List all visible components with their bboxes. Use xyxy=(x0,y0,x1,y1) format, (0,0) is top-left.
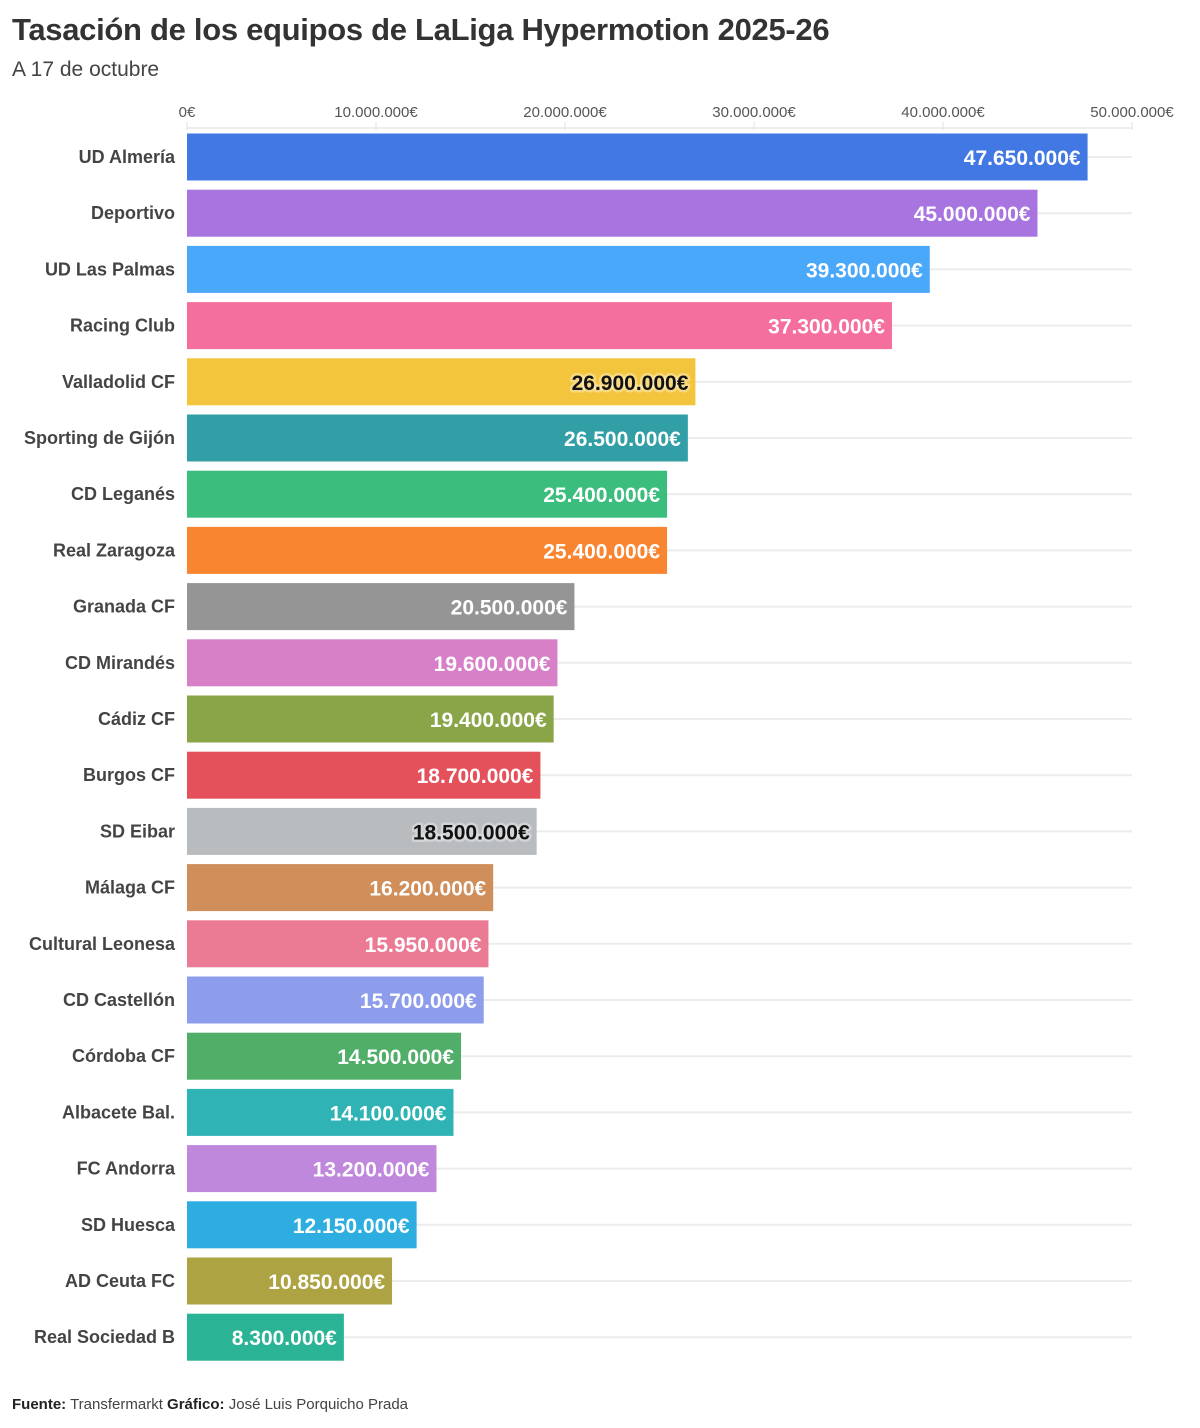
bar xyxy=(187,976,484,1024)
bar xyxy=(187,245,930,293)
chart-subtitle: A 17 de octubre xyxy=(12,58,160,81)
bar-value-label: 26.900.000€ xyxy=(572,372,689,395)
bar-value-label: 19.400.000€ xyxy=(430,709,547,732)
bar xyxy=(187,526,668,574)
bar-value-label: 19.600.000€ xyxy=(434,653,551,676)
x-tick-label: 20.000.000€ xyxy=(523,104,607,121)
team-label: SD Huesca xyxy=(81,1215,176,1235)
team-label: Burgos CF xyxy=(83,765,175,785)
credit-label: Gráfico: xyxy=(167,1396,225,1413)
bar xyxy=(187,358,696,406)
bar-value-label: 18.500.000€ xyxy=(413,821,530,844)
team-label: Málaga CF xyxy=(85,878,175,898)
bar xyxy=(187,133,1088,181)
source-label: Fuente: xyxy=(12,1396,67,1413)
bar xyxy=(187,864,494,912)
bar xyxy=(187,1201,417,1249)
team-label: CD Leganés xyxy=(71,484,175,504)
x-tick-label: 40.000.000€ xyxy=(901,104,985,121)
team-label: UD Almería xyxy=(79,147,176,167)
team-label: Sporting de Gijón xyxy=(24,428,175,448)
bar-value-label: 25.400.000€ xyxy=(543,540,660,563)
bar-value-label: 39.300.000€ xyxy=(806,259,923,282)
bar-value-label: 15.950.000€ xyxy=(365,934,482,957)
bar xyxy=(187,639,558,687)
team-label: Valladolid CF xyxy=(62,372,175,392)
bar-value-label: 13.200.000€ xyxy=(313,1159,430,1182)
team-label: Cultural Leonesa xyxy=(29,934,176,954)
team-label: AD Ceuta FC xyxy=(65,1271,175,1291)
bar xyxy=(187,583,575,631)
bar-value-label: 37.300.000€ xyxy=(768,316,885,339)
bar xyxy=(187,302,892,350)
team-label: CD Mirandés xyxy=(65,653,175,673)
x-tick-label: 30.000.000€ xyxy=(712,104,796,121)
team-label: Deportivo xyxy=(91,203,175,223)
bar xyxy=(187,1145,437,1193)
team-label: Córdoba CF xyxy=(72,1046,175,1066)
x-tick-label: 10.000.000€ xyxy=(334,104,418,121)
bar-value-label: 25.400.000€ xyxy=(543,484,660,507)
team-label: FC Andorra xyxy=(77,1159,176,1179)
team-label: Granada CF xyxy=(73,597,175,617)
bar-value-label: 16.200.000€ xyxy=(369,878,486,901)
bar-value-label: 12.150.000€ xyxy=(293,1215,410,1238)
team-label: Real Sociedad B xyxy=(34,1327,175,1347)
team-label: Real Zaragoza xyxy=(53,540,176,560)
bar xyxy=(187,1257,393,1305)
bar-value-label: 20.500.000€ xyxy=(451,597,568,620)
team-label: Albacete Bal. xyxy=(62,1102,175,1122)
chart-title: Tasación de los equipos de LaLiga Hyperm… xyxy=(12,12,830,47)
team-label: UD Las Palmas xyxy=(45,259,175,279)
bar xyxy=(187,920,489,968)
team-label: CD Castellón xyxy=(63,990,175,1010)
bar xyxy=(187,414,688,462)
bar-value-label: 10.850.000€ xyxy=(268,1271,385,1294)
bar-value-label: 45.000.000€ xyxy=(914,203,1031,226)
team-label: Racing Club xyxy=(70,316,175,336)
x-tick-label: 0€ xyxy=(179,104,196,121)
source: Transfermarkt xyxy=(70,1396,163,1413)
bar-value-label: 14.100.000€ xyxy=(330,1102,447,1125)
bar xyxy=(187,1032,462,1080)
bar xyxy=(187,1088,454,1136)
x-tick-label: 50.000.000€ xyxy=(1090,104,1174,121)
bar xyxy=(187,189,1038,237)
bar-value-label: 8.300.000€ xyxy=(232,1327,337,1350)
bar-value-label: 26.500.000€ xyxy=(564,428,681,451)
bar-value-label: 47.650.000€ xyxy=(964,147,1081,170)
bar-value-label: 14.500.000€ xyxy=(337,1046,454,1069)
team-label: Cádiz CF xyxy=(98,709,175,729)
chart-footer: Fuente: Transfermarkt Gráfico: José Luis… xyxy=(12,1396,408,1413)
credit: José Luis Porquicho Prada xyxy=(228,1396,409,1413)
bar xyxy=(187,807,537,855)
bar xyxy=(187,470,668,518)
bar-value-label: 18.700.000€ xyxy=(417,765,534,788)
bar xyxy=(187,751,541,799)
bar xyxy=(187,1313,344,1361)
bar xyxy=(187,695,554,743)
bar-value-label: 15.700.000€ xyxy=(360,990,477,1013)
team-label: SD Eibar xyxy=(100,821,175,841)
